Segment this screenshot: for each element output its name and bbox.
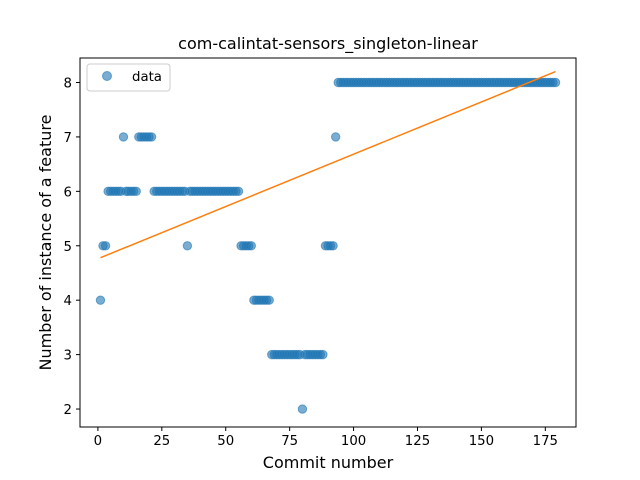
data-point bbox=[131, 186, 141, 197]
x-tick-label: 150 bbox=[469, 434, 494, 449]
y-tick-label: 4 bbox=[64, 294, 72, 309]
plot-frame bbox=[79, 57, 577, 428]
legend-marker bbox=[102, 71, 112, 81]
data-point bbox=[95, 295, 106, 305]
data-point bbox=[550, 77, 561, 88]
x-tick-label: 50 bbox=[217, 434, 234, 449]
chart-title: com-calintat-sensors_singleton-linear bbox=[178, 34, 478, 54]
x-tick-label: 175 bbox=[533, 434, 558, 449]
data-point bbox=[328, 241, 338, 251]
y-tick-label: 8 bbox=[64, 76, 72, 91]
x-axis: 0 25 50 75 100 125 150 175 bbox=[94, 427, 558, 449]
y-tick-label: 3 bbox=[64, 349, 72, 364]
legend-label: data bbox=[132, 70, 162, 85]
data-point bbox=[246, 241, 257, 251]
x-tick-label: 0 bbox=[94, 434, 102, 449]
x-tick-label: 125 bbox=[405, 434, 430, 449]
legend: data bbox=[86, 63, 171, 92]
legend-box bbox=[86, 63, 171, 92]
data-point bbox=[318, 349, 328, 360]
plot-area bbox=[95, 70, 561, 414]
y-axis: 2 3 4 5 6 7 8 bbox=[64, 76, 80, 418]
data-point bbox=[118, 132, 129, 142]
data-point bbox=[233, 186, 244, 197]
y-axis-label: Number of instance of a feature bbox=[36, 115, 55, 371]
data-point bbox=[330, 132, 341, 142]
data-point bbox=[297, 404, 308, 414]
x-axis-label: Commit number bbox=[263, 453, 394, 472]
x-tick-label: 75 bbox=[281, 434, 298, 449]
y-tick-label: 2 bbox=[64, 403, 72, 418]
x-tick-label: 100 bbox=[341, 434, 366, 449]
y-tick-label: 6 bbox=[64, 185, 72, 200]
y-tick-label: 5 bbox=[64, 240, 72, 255]
y-tick-label: 7 bbox=[64, 131, 72, 146]
fit-line bbox=[100, 70, 556, 259]
data-point bbox=[100, 241, 111, 251]
data-point bbox=[146, 132, 157, 142]
x-tick-label: 25 bbox=[153, 434, 170, 449]
data-point bbox=[264, 295, 274, 305]
data-point bbox=[182, 241, 193, 251]
